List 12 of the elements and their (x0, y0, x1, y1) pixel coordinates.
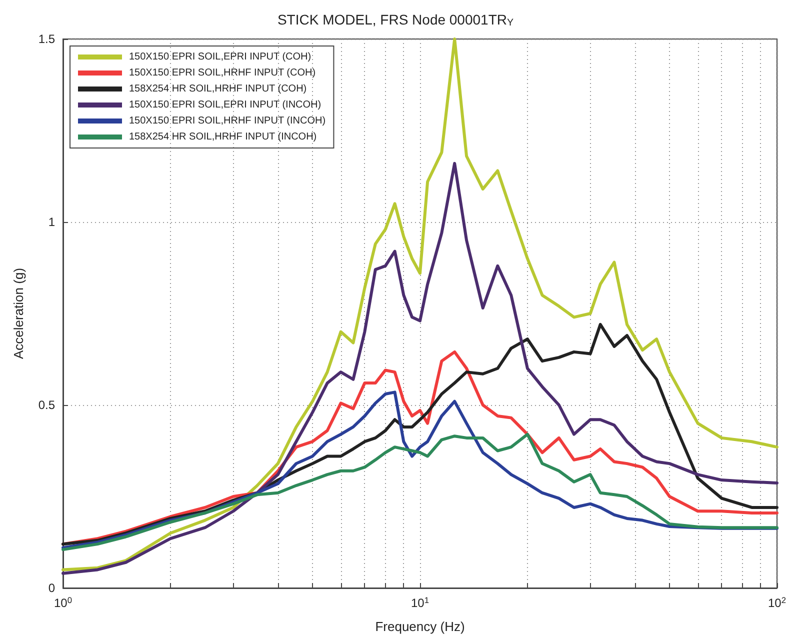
legend-label: 150X150 EPRI SOIL,HRHF INPUT (INCOH) (129, 116, 326, 126)
y-tick-label: 1 (48, 215, 56, 229)
legend-label: 158X254 HR SOIL,HRHF INPUT (COH) (129, 84, 307, 94)
legend-label: 150X150 EPRI SOIL,EPRI INPUT (INCOH) (129, 100, 322, 110)
y-axis-title: Acceleration (g) (11, 268, 26, 360)
legend-label: 150X150 EPRI SOIL,HRHF INPUT (COH) (129, 68, 316, 78)
y-tick-label: 1.5 (38, 32, 56, 46)
x-axis-title: Frequency (Hz) (375, 619, 465, 634)
y-tick-label: 0.5 (38, 398, 56, 412)
legend-label: 150X150 EPRI SOIL,EPRI INPUT (COH) (129, 52, 312, 62)
legend-label: 158X254 HR SOIL,HRHF INPUT (INCOH) (129, 132, 317, 142)
y-tick-label: 0 (48, 581, 56, 595)
